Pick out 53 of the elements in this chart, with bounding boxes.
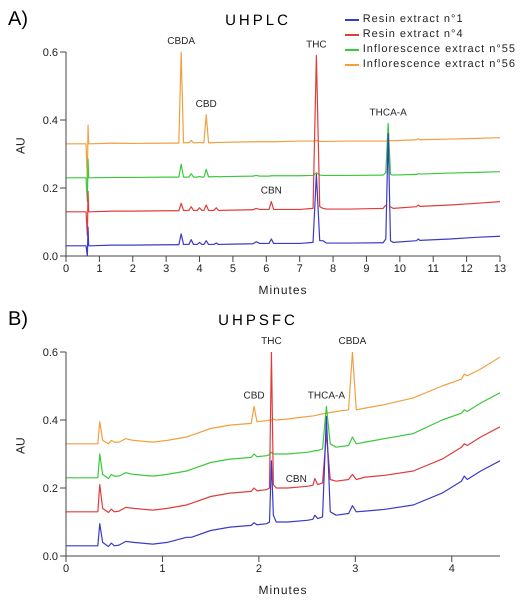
x-tick-label: 8 xyxy=(330,262,336,275)
text: B) xyxy=(8,308,28,331)
y-tick-label: 0.0 xyxy=(42,550,58,563)
annotation: THCA-A xyxy=(370,107,408,118)
x-tick-label: 10 xyxy=(394,262,406,275)
annotation: THCA-A xyxy=(308,390,346,402)
x-tick-label: 3 xyxy=(352,562,358,575)
y-tick-label: 0.0 xyxy=(42,250,58,263)
x-tick-label: 0 xyxy=(62,562,70,575)
y-tick-label: 0.6 xyxy=(42,46,58,59)
annotation: THC xyxy=(261,336,282,347)
line-series xyxy=(66,352,500,514)
x-tick-label: 1 xyxy=(159,562,166,575)
chart-title: UHPSFC xyxy=(217,312,299,329)
x-tick-label: 4 xyxy=(196,262,203,275)
x-tick-label: 7 xyxy=(296,262,303,275)
annotation: CBN xyxy=(286,474,307,486)
x-tick-label: 1 xyxy=(96,262,102,275)
x-tick-label: 9 xyxy=(363,262,370,275)
x-tick-label: 2 xyxy=(256,562,262,575)
chart-title: UHPLC xyxy=(224,12,292,29)
line-series xyxy=(66,122,500,202)
x-tick-label: 5 xyxy=(230,262,236,275)
x-tick-label: 4 xyxy=(448,562,455,575)
y-tick-label: 0.4 xyxy=(42,114,58,127)
y-tick-label: 0.4 xyxy=(42,414,58,427)
annotation: THC xyxy=(306,39,327,50)
x-tick-label: 11 xyxy=(428,262,439,275)
annotation: CBN xyxy=(260,186,282,197)
legend-label: Inflorescence extract n°56 xyxy=(362,57,516,72)
x-tick-label: 6 xyxy=(263,262,270,275)
y-axis-title: AU xyxy=(13,137,28,154)
annotation: CBDA xyxy=(338,336,367,347)
x-axis-title: Minutes xyxy=(258,283,308,297)
legend-label: Resin extract n°1 xyxy=(362,12,464,27)
x-tick-label: 2 xyxy=(130,262,136,275)
annotation: CBD xyxy=(244,390,265,402)
text: A) xyxy=(8,8,28,31)
line-series xyxy=(66,416,500,548)
x-tick-label: 0 xyxy=(62,262,70,275)
y-tick-label: 0.6 xyxy=(42,346,58,359)
y-tick-label: 0.2 xyxy=(42,482,58,495)
x-tick-label: 13 xyxy=(494,262,506,275)
annotation: CBD xyxy=(196,98,217,110)
x-axis-title: Minutes xyxy=(258,583,308,597)
x-tick-label: 3 xyxy=(163,262,170,275)
y-tick-label: 0.2 xyxy=(42,182,58,195)
line-series xyxy=(66,352,500,444)
y-axis-title: AU xyxy=(13,437,28,454)
legend-label: Resin extract n°4 xyxy=(362,27,464,42)
x-tick-label: 12 xyxy=(460,262,473,275)
annotation: CBDA xyxy=(167,36,196,47)
legend-label: Inflorescence extract n°55 xyxy=(362,42,516,57)
